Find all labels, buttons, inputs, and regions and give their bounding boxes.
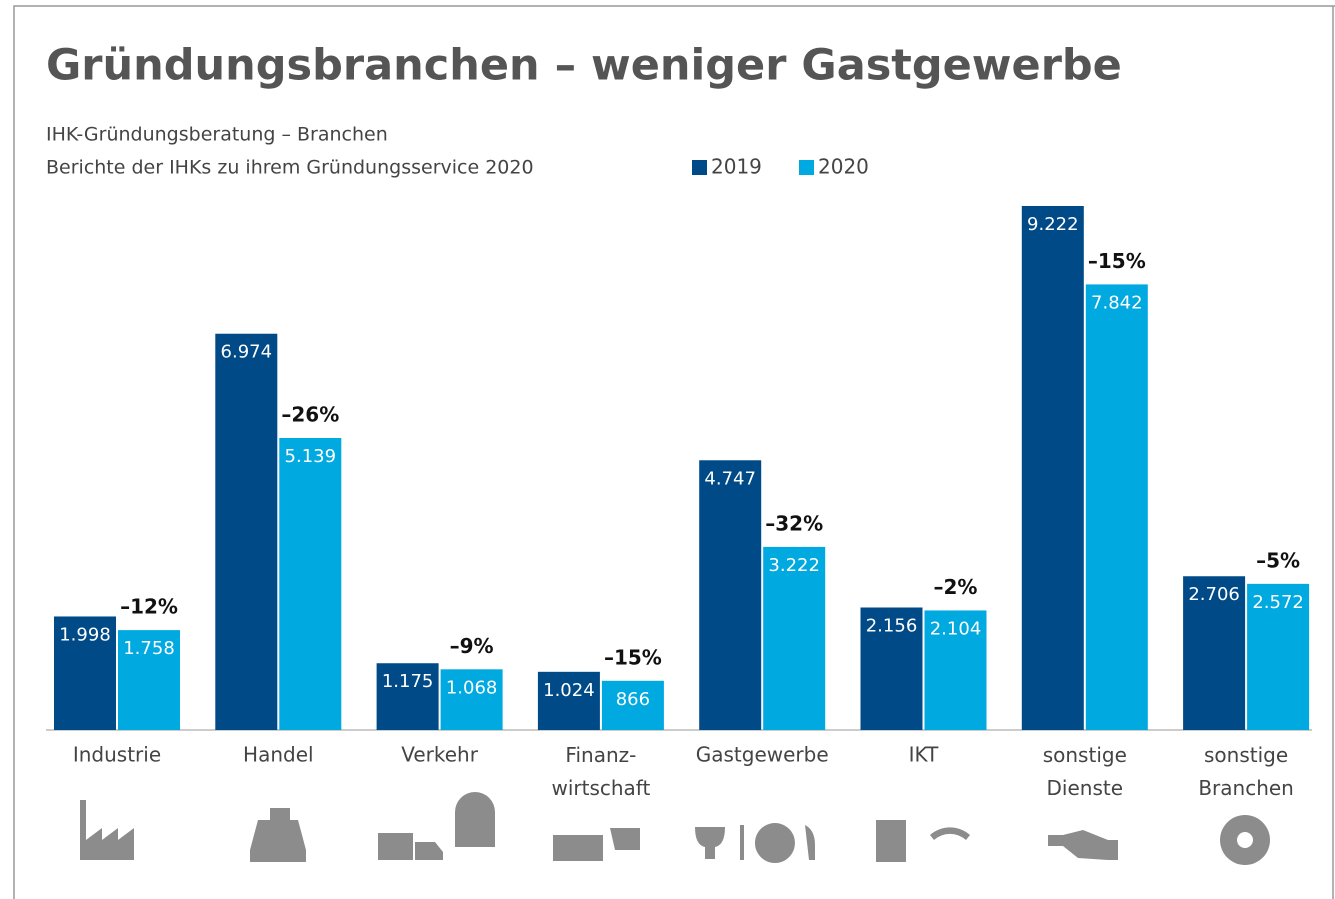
value-label: 5.139: [285, 446, 337, 467]
value-label: 1.024: [543, 680, 595, 701]
value-label: 866: [616, 689, 650, 710]
value-label: 1.175: [382, 671, 434, 692]
icon-factory: [80, 800, 134, 860]
value-label: 2.706: [1188, 584, 1240, 605]
x-tick-label: Verkehr: [401, 743, 479, 767]
x-tick-label: sonstige Branchen: [1198, 743, 1294, 800]
legend-swatch: [799, 160, 814, 175]
bar: [699, 460, 762, 730]
legend-swatch: [692, 160, 707, 175]
bar: [118, 630, 180, 730]
value-label: 1.758: [123, 638, 175, 659]
icon-transport: [378, 792, 495, 860]
x-tick-label: Gastgewerbe: [696, 743, 829, 767]
value-label: 2.572: [1252, 592, 1304, 613]
bar: [440, 669, 503, 730]
value-label: 7.842: [1091, 292, 1143, 313]
x-tick-label: Handel: [243, 743, 314, 767]
legend-label: 2020: [818, 155, 869, 179]
x-tick-label: sonstige Dienste: [1043, 743, 1127, 800]
icon-dining: [695, 823, 815, 863]
icon-ict: [876, 820, 970, 862]
icon-other-center: [1237, 832, 1253, 848]
value-label: 1.068: [446, 677, 498, 698]
icon-register: [250, 808, 306, 862]
value-label: 2.104: [930, 618, 982, 639]
value-label: 3.222: [768, 555, 820, 576]
bar: [215, 333, 278, 730]
bar: [537, 671, 600, 730]
bar: [1183, 576, 1246, 730]
x-tick-label: Finanz-wirtschaft: [551, 743, 650, 800]
change-label: –15%: [604, 645, 662, 669]
value-label: 2.156: [866, 615, 918, 636]
subtitle: Berichte der IHKs zu ihrem Gründungsserv…: [46, 157, 534, 179]
icons: [80, 792, 1270, 865]
x-tick-label: Industrie: [73, 743, 161, 767]
value-label: 9.222: [1027, 214, 1079, 235]
change-label: –9%: [450, 634, 494, 658]
bar: [924, 610, 987, 730]
bar: [54, 616, 116, 730]
value-label: 4.747: [704, 468, 756, 489]
bar: [763, 546, 826, 730]
frame: [13, 5, 1335, 899]
bar: [376, 663, 439, 730]
change-label: –26%: [281, 402, 339, 426]
icon-money: [553, 828, 640, 861]
bar: [1085, 284, 1148, 730]
value-label: 1.998: [59, 624, 111, 645]
value-label: 6.974: [221, 342, 273, 363]
subtitle: IHK-Gründungsberatung – Branchen: [46, 124, 388, 146]
icon-handshake: [1048, 830, 1118, 860]
legend-label: 2019: [711, 155, 762, 179]
change-label: –32%: [765, 511, 823, 535]
x-tick-label: IKT: [909, 743, 939, 767]
bar: [860, 607, 923, 730]
change-label: –15%: [1088, 249, 1146, 273]
bar: [1021, 206, 1084, 730]
bar: [279, 437, 342, 730]
bar: [1247, 583, 1310, 730]
change-label: –2%: [934, 575, 978, 599]
chart-title: Gründungsbranchen – weniger Gastgewerbe: [46, 41, 1122, 91]
bar: [601, 680, 664, 730]
change-label: –5%: [1256, 548, 1300, 572]
change-label: –12%: [120, 595, 178, 619]
